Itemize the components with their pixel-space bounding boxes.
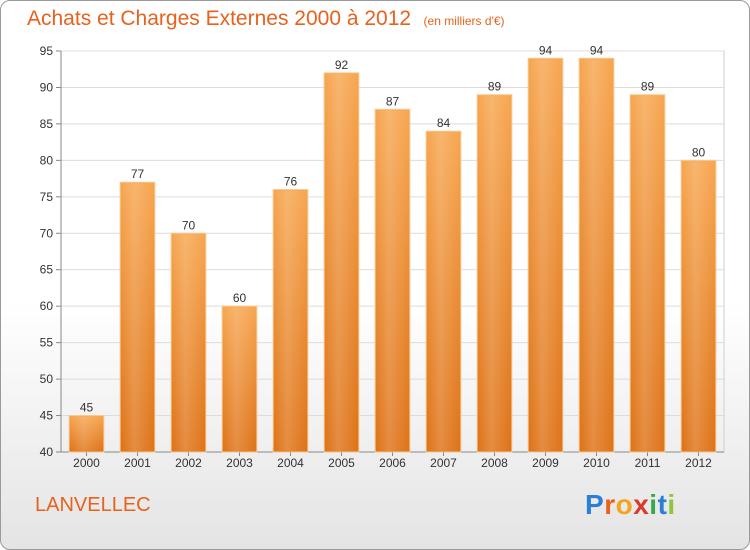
bar-highlight bbox=[580, 59, 613, 452]
logo-letter: P bbox=[585, 489, 605, 520]
x-tick-label: 2008 bbox=[481, 456, 508, 470]
y-tick-label: 65 bbox=[40, 263, 54, 277]
bar-highlight bbox=[121, 183, 154, 451]
bar-highlight bbox=[70, 416, 103, 451]
data-label: 94 bbox=[539, 43, 553, 57]
data-label: 76 bbox=[284, 175, 298, 189]
y-tick-label: 45 bbox=[40, 409, 54, 423]
bar-highlight bbox=[325, 73, 358, 451]
bar-highlight bbox=[172, 234, 205, 451]
x-tick-label: 2005 bbox=[328, 456, 355, 470]
x-tick-label: 2000 bbox=[73, 456, 100, 470]
bar-highlight bbox=[478, 95, 511, 451]
x-tick-label: 2003 bbox=[226, 456, 253, 470]
proxiti-logo: Proxiti bbox=[585, 489, 676, 521]
logo-letter: i bbox=[649, 489, 658, 520]
title-text: Achats et Charges Externes 2000 à 2012 bbox=[27, 7, 412, 30]
logo-letter: i bbox=[667, 489, 676, 520]
y-tick-label: 80 bbox=[40, 153, 54, 167]
y-tick-label: 50 bbox=[40, 372, 54, 386]
y-tick-label: 85 bbox=[40, 117, 54, 131]
bar-highlight bbox=[427, 132, 460, 451]
bar-highlight bbox=[631, 95, 664, 451]
bar-highlight bbox=[376, 110, 409, 451]
x-tick-label: 2010 bbox=[583, 456, 610, 470]
bar-highlight bbox=[223, 307, 256, 451]
x-tick-label: 2012 bbox=[685, 456, 712, 470]
x-tick-label: 2002 bbox=[175, 456, 202, 470]
bar-highlight bbox=[274, 190, 307, 451]
data-label: 89 bbox=[641, 80, 655, 94]
y-tick-label: 90 bbox=[40, 80, 54, 94]
data-label: 45 bbox=[80, 401, 94, 415]
data-label: 70 bbox=[182, 218, 196, 232]
data-label: 94 bbox=[590, 43, 604, 57]
bar-highlight bbox=[529, 59, 562, 452]
y-tick-label: 95 bbox=[40, 44, 54, 58]
chart-title: Achats et Charges Externes 2000 à 2012 (… bbox=[27, 7, 505, 31]
logo-letter: r bbox=[604, 489, 616, 520]
data-label: 84 bbox=[437, 116, 451, 130]
x-tick-label: 2004 bbox=[277, 456, 304, 470]
x-tick-label: 2006 bbox=[379, 456, 406, 470]
labels-layer: 40 45 50 55 60 65 70 75 80 85 90 95 45 2000 77 2001 70 20… bbox=[40, 43, 713, 470]
y-tick-label: 75 bbox=[40, 190, 54, 204]
x-tick-label: 2001 bbox=[124, 456, 151, 470]
bar-highlight bbox=[682, 161, 715, 451]
y-tick-label: 70 bbox=[40, 226, 54, 240]
data-label: 92 bbox=[335, 58, 349, 72]
logo-letter: x bbox=[633, 489, 650, 520]
y-tick-label: 55 bbox=[40, 336, 54, 350]
x-tick-label: 2011 bbox=[635, 456, 661, 470]
y-tick-label: 40 bbox=[40, 445, 54, 459]
x-tick-label: 2009 bbox=[532, 456, 559, 470]
bars-layer bbox=[68, 57, 717, 453]
logo-letter: o bbox=[615, 489, 634, 520]
title-unit: (en milliers d'€) bbox=[423, 14, 505, 28]
x-tick-label: 2007 bbox=[430, 456, 457, 470]
data-label: 89 bbox=[488, 80, 502, 94]
logo-letter: t bbox=[657, 489, 668, 520]
data-label: 80 bbox=[692, 145, 706, 159]
data-label: 60 bbox=[233, 291, 247, 305]
commune-name: LANVELLEC bbox=[35, 494, 151, 516]
y-tick-label: 60 bbox=[40, 299, 54, 313]
data-label: 87 bbox=[386, 94, 400, 108]
data-label: 77 bbox=[131, 167, 145, 181]
